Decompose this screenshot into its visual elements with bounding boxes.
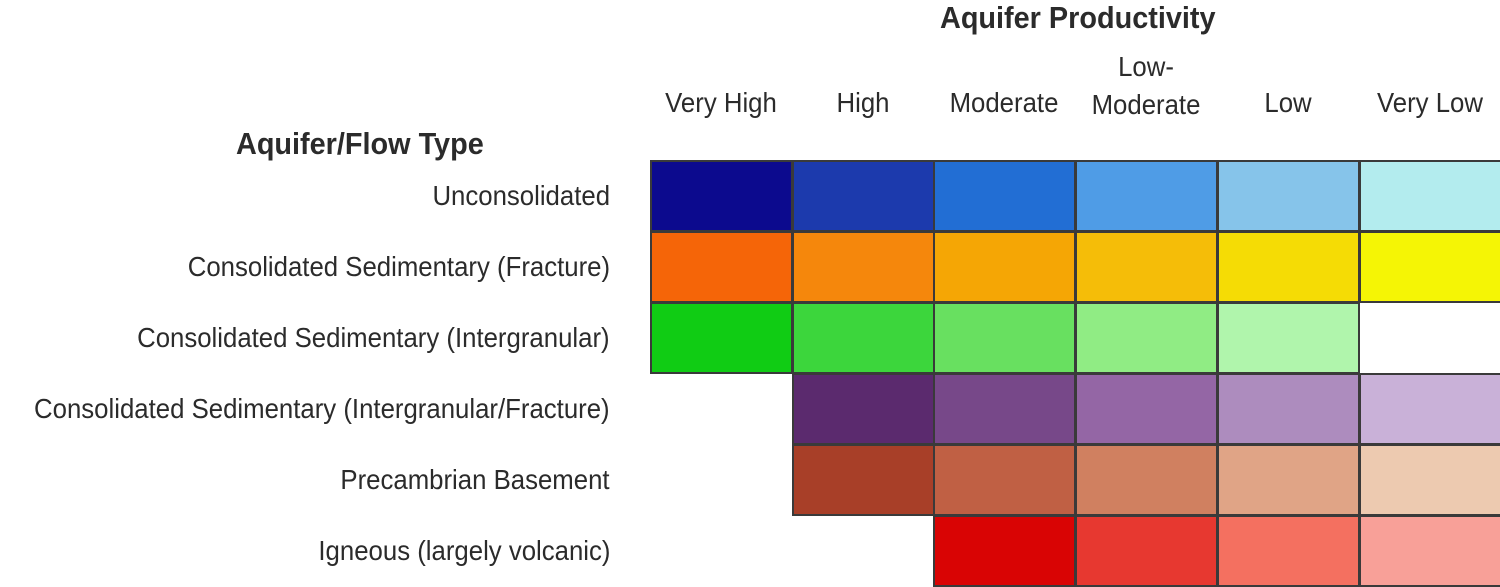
color-cell xyxy=(1075,515,1218,587)
column-label: High xyxy=(797,84,928,122)
color-cell xyxy=(1359,373,1500,445)
color-cell xyxy=(792,231,935,303)
column-label-line: High xyxy=(836,87,890,118)
row-label: Igneous (largely volcanic) xyxy=(317,535,610,566)
column-label: Very High xyxy=(656,84,787,122)
column-label-line: Low- xyxy=(1118,51,1175,82)
color-cell xyxy=(1217,373,1360,445)
column-label: Moderate xyxy=(939,84,1070,122)
color-cell xyxy=(1217,444,1360,516)
column-label-line: Low xyxy=(1264,87,1312,118)
color-cell xyxy=(1217,515,1360,587)
column-label: Low xyxy=(1222,84,1353,122)
color-cell xyxy=(1217,231,1360,303)
color-cell xyxy=(1359,160,1500,232)
row-label: Consolidated Sedimentary (Fracture) xyxy=(187,251,610,282)
color-cell xyxy=(792,373,935,445)
color-cell xyxy=(933,515,1076,587)
aquifer-productivity-title: Aquifer Productivity xyxy=(940,0,1216,35)
color-cell xyxy=(933,444,1076,516)
row-label: Consolidated Sedimentary (Intergranular/… xyxy=(34,393,610,424)
color-cell xyxy=(650,231,793,303)
color-cell xyxy=(933,231,1076,303)
color-cell xyxy=(1359,444,1500,516)
color-cell xyxy=(1217,302,1360,374)
color-cell xyxy=(1075,302,1218,374)
column-label: Very Low xyxy=(1364,84,1495,122)
row-label: Precambrian Basement xyxy=(340,464,610,495)
color-cell xyxy=(1359,515,1500,587)
color-cell xyxy=(650,302,793,374)
row-label: Consolidated Sedimentary (Intergranular) xyxy=(137,322,610,353)
color-cell xyxy=(1217,160,1360,232)
color-cell xyxy=(650,160,793,232)
color-cell xyxy=(1075,231,1218,303)
color-cell xyxy=(933,302,1076,374)
color-cell xyxy=(1075,160,1218,232)
row-label: Unconsolidated xyxy=(432,180,610,211)
color-cell xyxy=(792,302,935,374)
color-cell xyxy=(1075,373,1218,445)
column-label-line: Very High xyxy=(665,87,777,118)
color-cell xyxy=(792,160,935,232)
color-cell xyxy=(1359,231,1500,303)
color-cell xyxy=(1075,444,1218,516)
color-cell xyxy=(933,160,1076,232)
column-label: Low- Moderate xyxy=(1081,48,1212,124)
aquifer-flow-type-title: Aquifer/Flow Type xyxy=(236,126,484,161)
column-label-line: Very Low xyxy=(1376,87,1483,118)
column-label-line: Moderate xyxy=(949,87,1059,118)
color-cell xyxy=(792,444,935,516)
color-cell xyxy=(933,373,1076,445)
column-label-line: Moderate xyxy=(1091,89,1201,120)
